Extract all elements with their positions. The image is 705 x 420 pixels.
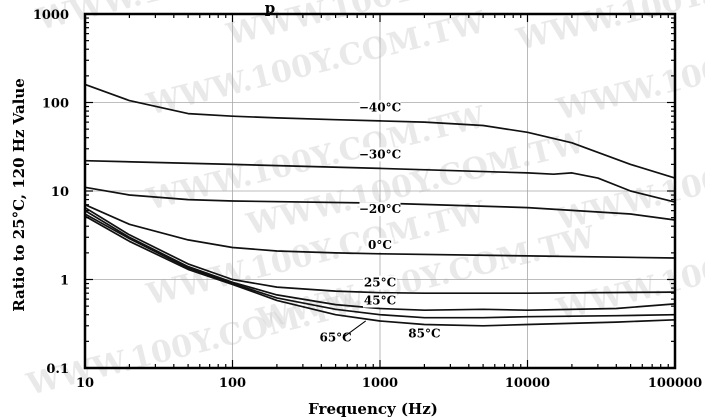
y-tick-label: 1	[60, 274, 69, 289]
series-label-bg	[363, 275, 397, 290]
series-label-bg	[359, 100, 401, 115]
series-label-6: 65°C	[319, 330, 351, 344]
series-label-bg	[359, 147, 401, 162]
series-line-6	[84, 213, 676, 319]
series-label-bg	[363, 293, 397, 308]
tick-layer: 10 100 1000 10000 100000 0.1 1 10 100 1000	[33, 8, 702, 391]
x-tick-label: 100000	[648, 376, 702, 391]
x-tick-label: 10000	[505, 376, 550, 391]
series-label-0: −40°C	[359, 100, 401, 114]
chart-title: p	[265, 0, 276, 17]
y-tick-label: 10	[51, 185, 69, 200]
x-tick-label: 100	[219, 376, 246, 391]
series-label-layer: −40°C −30°C −20°C 0°C 25°C 45°C 65°C 85°C	[318, 100, 442, 345]
series-label-4: 25°C	[364, 276, 396, 290]
series-label-5: 45°C	[364, 294, 396, 308]
x-axis-title: Frequency (Hz)	[308, 400, 438, 418]
y-tick-label: 1000	[33, 8, 69, 23]
series-line-0	[84, 83, 676, 179]
series-label-bg	[359, 202, 401, 217]
y-axis-title: Ratio to 25°C, 120 Hz Value	[10, 78, 28, 312]
x-tick-label: 10	[76, 376, 94, 391]
series-label-bg	[366, 237, 394, 252]
series-line-4	[84, 206, 676, 295]
series-line-3	[84, 203, 676, 259]
series-label-2: −20°C	[359, 202, 401, 216]
series-line-7	[84, 215, 676, 327]
series-label-bg	[407, 326, 442, 341]
series-label-bg	[318, 330, 353, 345]
y-tick-label: 0.1	[46, 362, 69, 377]
y-tick-label: 100	[42, 97, 69, 112]
series-label-7: 85°C	[408, 327, 440, 341]
series-line-2	[84, 186, 676, 221]
series-layer	[84, 83, 676, 327]
series-line-1	[84, 159, 676, 203]
series-line-5	[84, 209, 676, 312]
series-label-3: 0°C	[368, 238, 392, 252]
series-label-1: −30°C	[359, 147, 401, 161]
label-leader-line	[342, 320, 367, 339]
x-tick-label: 1000	[362, 376, 398, 391]
